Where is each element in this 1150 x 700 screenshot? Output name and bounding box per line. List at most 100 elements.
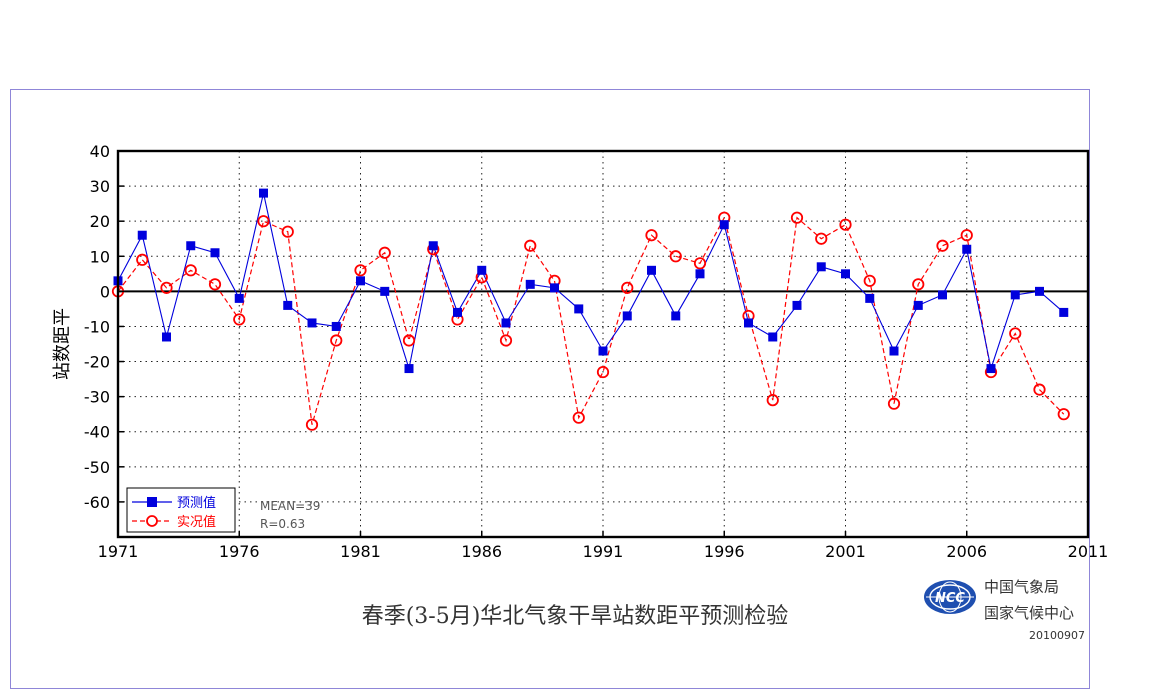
predicted-point xyxy=(816,262,826,272)
legend-predicted-label: 预测值 xyxy=(177,495,216,511)
y-tick-label: 0 xyxy=(100,282,110,301)
x-tick-label: 1971 xyxy=(98,542,139,561)
predicted-point xyxy=(938,290,947,300)
legend-observed-label: 实况值 xyxy=(177,514,216,530)
predicted-point xyxy=(671,311,681,321)
observed-point xyxy=(572,411,585,424)
predicted-point xyxy=(525,279,535,289)
predicted-point xyxy=(622,311,632,321)
legend-box xyxy=(126,487,236,533)
predicted-point xyxy=(453,307,462,317)
predicted-point xyxy=(331,321,341,331)
observed-point xyxy=(378,246,391,259)
observed-point xyxy=(1033,383,1046,396)
observed-point xyxy=(330,334,343,347)
predicted-point xyxy=(380,286,390,296)
predicted-point xyxy=(889,346,899,356)
observed-point xyxy=(160,281,173,294)
y-tick-label: 40 xyxy=(90,142,110,161)
stats-block: MEAN=39 R=0.63 xyxy=(260,499,320,531)
predicted-point xyxy=(768,332,778,342)
chart-title: 春季(3-5月)华北气象干旱站数距平预测检验 xyxy=(361,604,789,629)
organization-block: NCC 中国气象局 国家气候中心 xyxy=(922,574,1092,646)
predicted-point xyxy=(283,300,293,310)
y-tick-label: 30 xyxy=(90,177,110,196)
grid-layer xyxy=(118,151,1088,537)
y-tick-label: -40 xyxy=(84,423,110,442)
observed-point xyxy=(790,211,804,224)
observed-point xyxy=(257,215,270,228)
observed-point xyxy=(499,334,513,347)
predicted-point xyxy=(962,244,972,254)
predicted-point xyxy=(1059,307,1069,317)
legend-predicted-marker xyxy=(147,497,157,507)
predicted-point xyxy=(719,220,729,230)
observed-point xyxy=(621,281,634,294)
predicted-point xyxy=(744,318,753,328)
predicted-point xyxy=(234,293,244,303)
series-layer xyxy=(111,188,1070,431)
predicted-point xyxy=(550,283,559,293)
predicted-point xyxy=(501,318,511,328)
y-tick-label: -20 xyxy=(84,353,110,372)
x-tick-label: 1991 xyxy=(583,542,624,561)
y-axis-label: 站数距平 xyxy=(52,308,73,380)
cma-name: 中国气象局 xyxy=(984,578,1060,596)
observed-point xyxy=(912,278,925,291)
predicted-point xyxy=(477,265,487,275)
predicted-point xyxy=(695,269,705,279)
mean-stat-label: MEAN=39 xyxy=(260,499,320,513)
observed-point xyxy=(233,313,246,326)
observed-point xyxy=(887,397,901,410)
observed-point xyxy=(766,394,779,407)
y-tick-label: 20 xyxy=(90,212,110,231)
predicted-point xyxy=(162,332,171,342)
observed-series-line xyxy=(117,216,1065,425)
predicted-point xyxy=(792,300,802,310)
ncc-name: 国家气候中心 xyxy=(984,604,1075,622)
x-tick-label: 2011 xyxy=(1068,542,1109,561)
predicted-point xyxy=(186,241,196,251)
r-stat-label: R=0.63 xyxy=(260,517,305,531)
observed-point xyxy=(1009,327,1022,340)
predicted-point xyxy=(647,265,656,275)
x-tick-label: 1976 xyxy=(219,542,260,561)
observed-point xyxy=(524,239,537,252)
observed-point xyxy=(281,225,294,238)
observed-point xyxy=(136,253,149,266)
observed-point xyxy=(863,274,876,287)
observed-point xyxy=(402,334,416,347)
predicted-point xyxy=(428,241,438,251)
predicted-point xyxy=(137,230,147,240)
y-tick-label: -30 xyxy=(84,388,110,407)
predicted-point xyxy=(404,364,414,374)
x-tick-label: 1986 xyxy=(461,542,502,561)
predicted-point xyxy=(1035,286,1044,296)
predicted-point xyxy=(259,188,268,198)
observed-point xyxy=(936,239,949,252)
ncc-globe-logo-icon: NCC xyxy=(924,580,976,614)
observed-point xyxy=(208,278,222,291)
observed-point xyxy=(1057,408,1070,421)
predicted-point xyxy=(913,300,923,310)
observed-point xyxy=(184,264,197,277)
observed-point xyxy=(305,418,319,431)
axis-layer: 40 30 20 10 0 -10 -20 -30 -40 -50 -60 1971 1976 1981 1… xyxy=(52,142,1108,561)
x-tick-label: 2006 xyxy=(946,542,987,561)
predicted-point xyxy=(1010,290,1020,300)
predicted-point xyxy=(598,346,608,356)
predicted-point xyxy=(574,304,584,314)
observed-point xyxy=(693,257,707,270)
observed-point xyxy=(354,264,367,277)
y-tick-label: -50 xyxy=(84,458,110,477)
issue-date: 20100907 xyxy=(1029,629,1085,642)
predicted-point xyxy=(865,293,875,303)
observed-point xyxy=(645,229,658,242)
observed-point xyxy=(815,232,828,245)
y-tick-label: 10 xyxy=(90,247,110,266)
predicted-point xyxy=(841,269,850,279)
predicted-point xyxy=(986,364,996,374)
predicted-point xyxy=(307,318,317,328)
